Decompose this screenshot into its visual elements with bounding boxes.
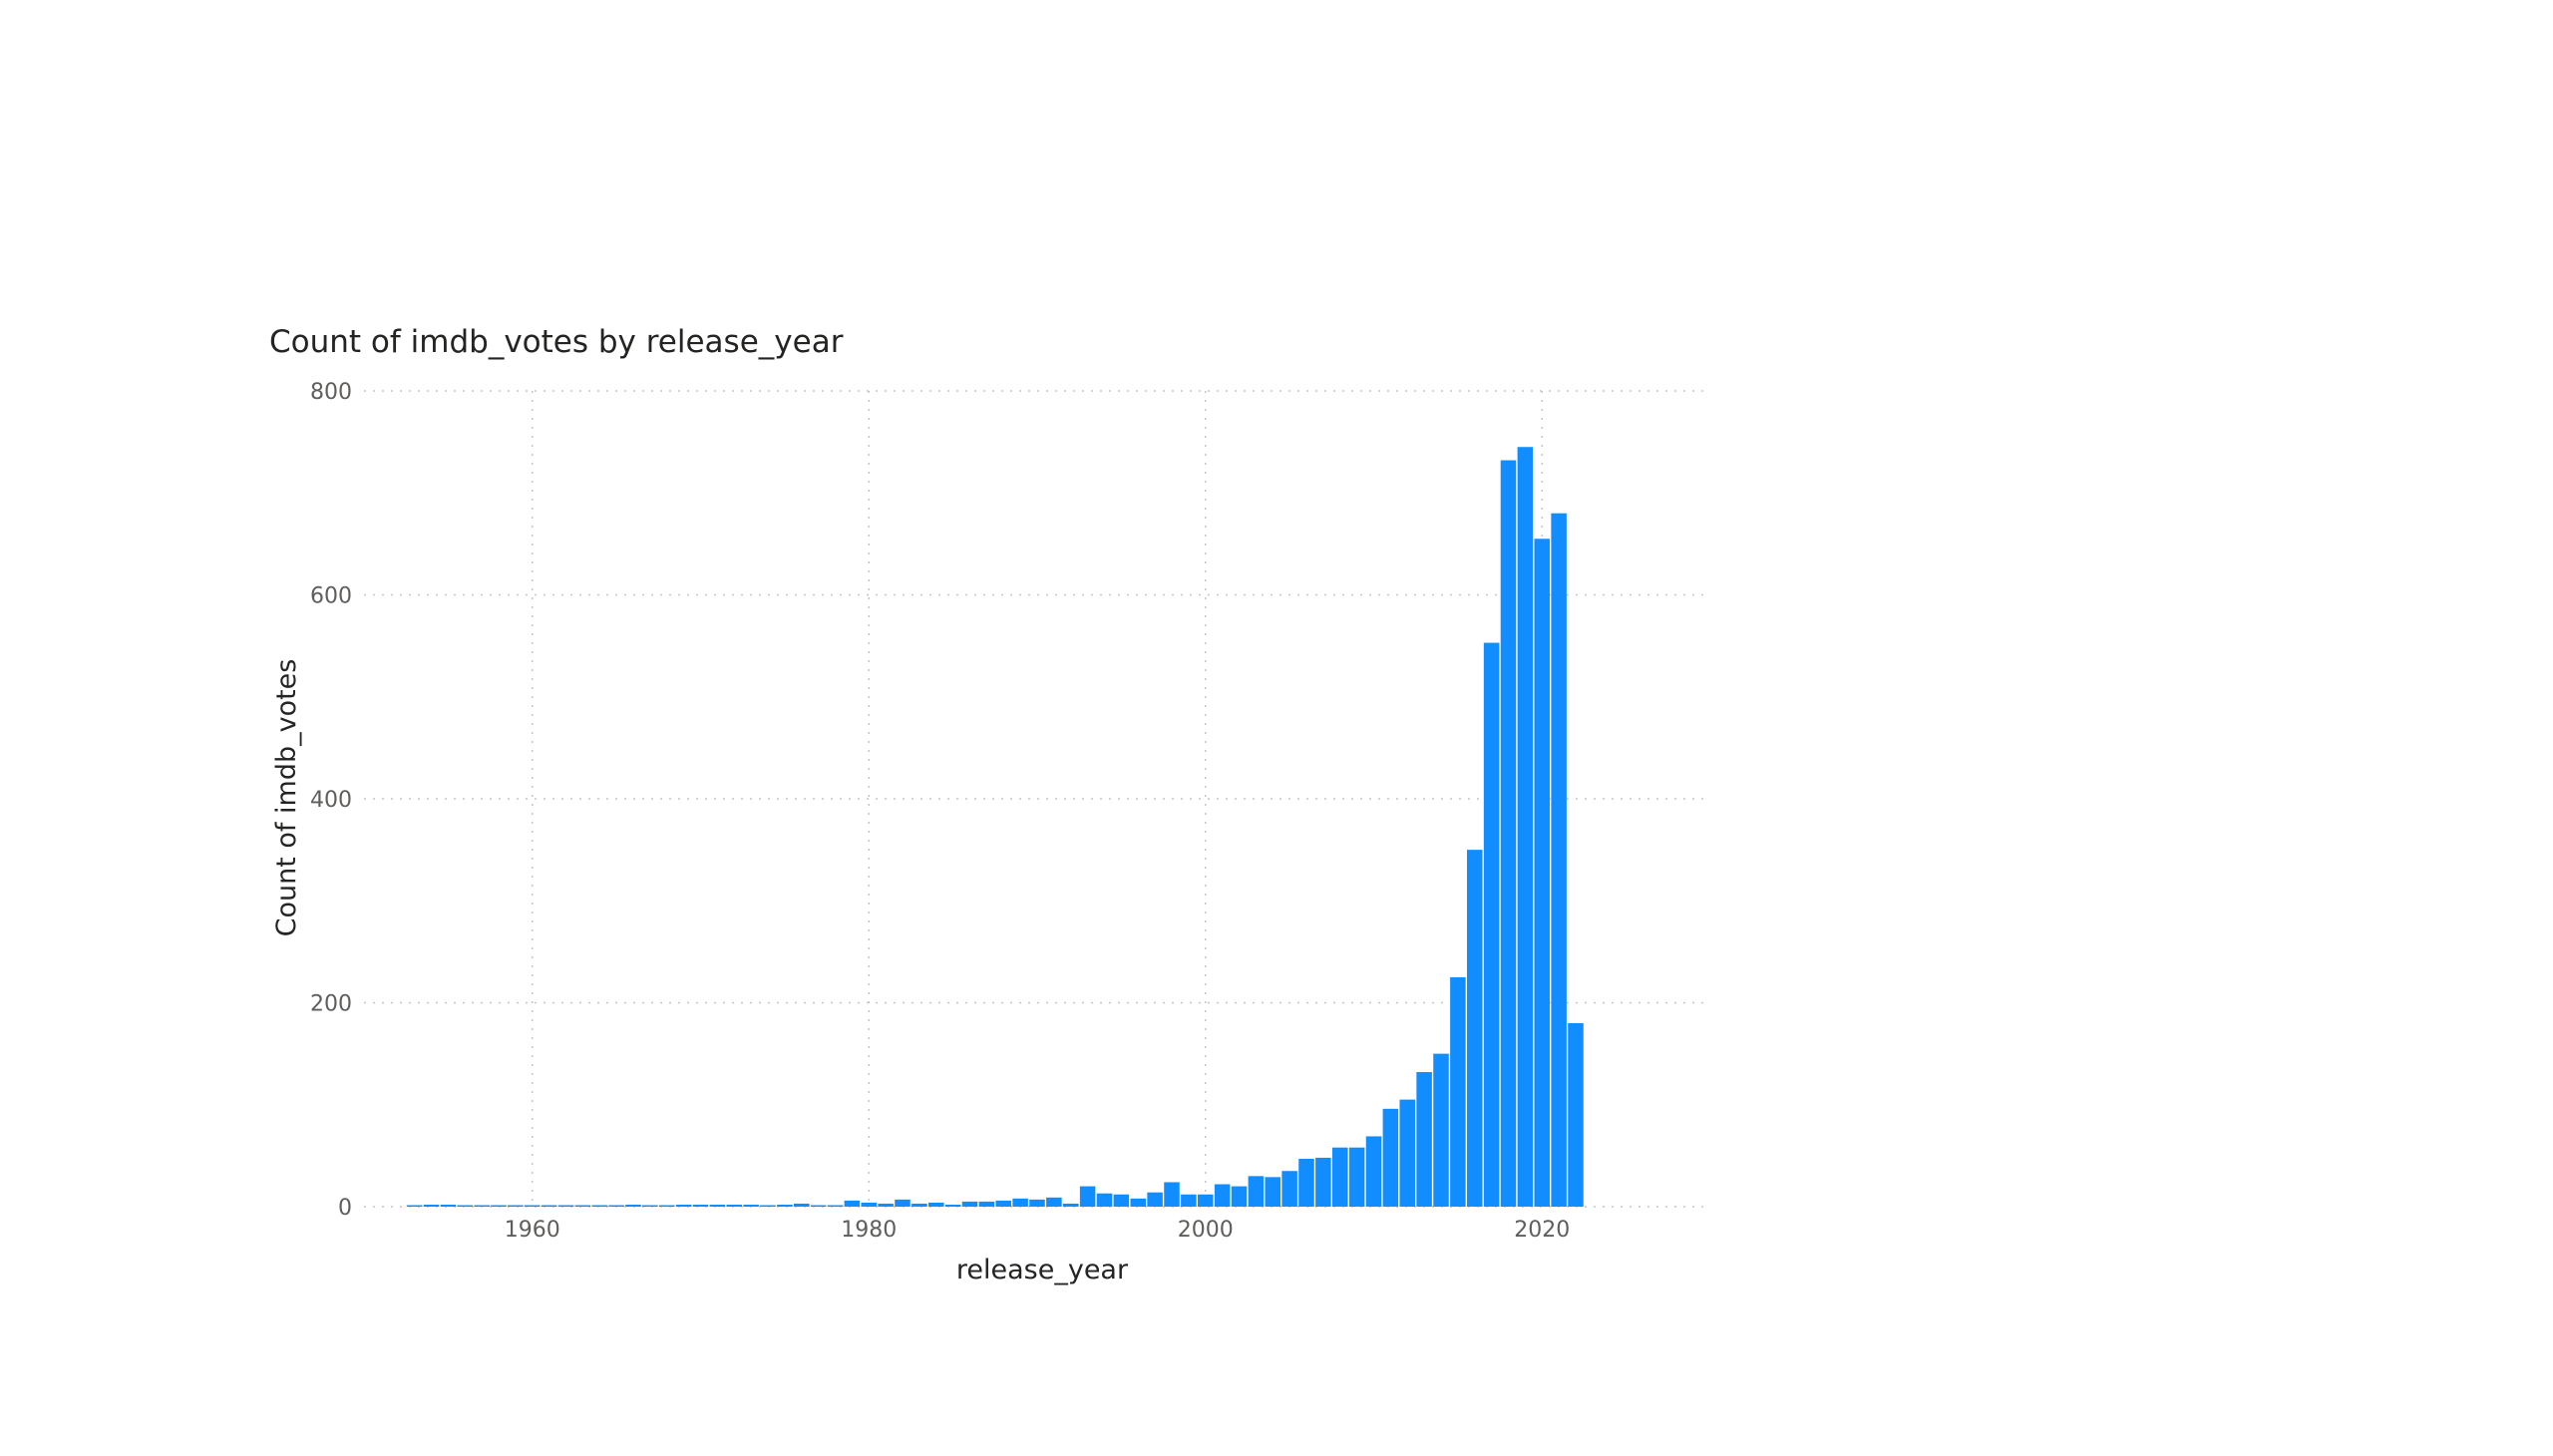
bar-1958 xyxy=(491,1205,507,1207)
bar-1960 xyxy=(524,1205,541,1207)
bar-1999 xyxy=(1181,1194,1197,1207)
bar-2015 xyxy=(1450,976,1466,1207)
bar-1957 xyxy=(474,1205,490,1207)
bar-1985 xyxy=(944,1204,961,1207)
bar-1993 xyxy=(1079,1186,1096,1207)
bar-1974 xyxy=(760,1205,776,1207)
bar-1973 xyxy=(743,1204,759,1207)
bar-1982 xyxy=(895,1199,911,1207)
y-axis-title: Count of imdb_votes xyxy=(271,659,302,937)
y-tick-label: 400 xyxy=(310,788,352,813)
x-tick-label: 1960 xyxy=(505,1218,560,1243)
bar-2019 xyxy=(1517,447,1534,1207)
bar-2009 xyxy=(1348,1147,1365,1207)
bar-1956 xyxy=(457,1205,474,1207)
bar-1975 xyxy=(777,1204,793,1207)
x-tick-label: 1980 xyxy=(841,1218,897,1243)
y-tick-label: 600 xyxy=(310,584,352,609)
bar-1953 xyxy=(406,1205,423,1207)
bar-1976 xyxy=(793,1203,810,1207)
x-tick-label: 2000 xyxy=(1178,1218,1234,1243)
bar-1962 xyxy=(557,1205,574,1207)
bar-2013 xyxy=(1416,1072,1432,1207)
bar-2003 xyxy=(1248,1176,1265,1207)
bar-1981 xyxy=(878,1203,894,1207)
bar-1969 xyxy=(675,1204,692,1207)
bar-2017 xyxy=(1483,642,1500,1207)
bar-2010 xyxy=(1365,1136,1382,1207)
bar-1991 xyxy=(1046,1197,1062,1207)
bar-1966 xyxy=(625,1204,641,1207)
bar-2005 xyxy=(1281,1171,1297,1207)
x-tick-label: 2020 xyxy=(1514,1218,1570,1243)
bar-1961 xyxy=(541,1205,557,1207)
bar-1989 xyxy=(1012,1198,1028,1207)
bar-1977 xyxy=(810,1205,827,1207)
x-axis-title: release_year xyxy=(956,1255,1129,1285)
bar-1992 xyxy=(1062,1203,1079,1207)
bar-2022 xyxy=(1568,1022,1584,1207)
bar-1963 xyxy=(574,1205,591,1207)
bar-2021 xyxy=(1551,513,1567,1207)
bar-2016 xyxy=(1466,850,1483,1207)
bar-2018 xyxy=(1500,460,1517,1207)
bar-1996 xyxy=(1130,1198,1147,1207)
bar-1986 xyxy=(961,1201,978,1207)
ticks-layer: 0 200 400 600 800 1960 1980 2000 2020 xyxy=(310,380,1570,1243)
bar-1995 xyxy=(1113,1194,1130,1207)
bar-1972 xyxy=(726,1204,743,1207)
bar-1987 xyxy=(978,1201,995,1207)
bar-1965 xyxy=(608,1205,624,1207)
bar-2001 xyxy=(1214,1184,1231,1207)
bar-1997 xyxy=(1147,1192,1163,1207)
bar-1959 xyxy=(508,1205,524,1207)
bar-1978 xyxy=(827,1205,844,1207)
bar-2012 xyxy=(1399,1099,1416,1207)
bar-2007 xyxy=(1315,1157,1331,1207)
bar-1980 xyxy=(861,1202,878,1207)
chart-title: Count of imdb_votes by release_year xyxy=(269,324,844,360)
bar-1955 xyxy=(440,1204,457,1207)
bar-2020 xyxy=(1534,539,1551,1207)
bar-1954 xyxy=(423,1204,440,1207)
bar-2011 xyxy=(1382,1108,1399,1207)
bar-1998 xyxy=(1164,1182,1180,1207)
y-tick-label: 800 xyxy=(310,380,352,405)
bar-2014 xyxy=(1433,1053,1449,1207)
bar-2000 xyxy=(1197,1194,1214,1207)
y-tick-label: 0 xyxy=(338,1196,352,1221)
bar-1983 xyxy=(912,1203,927,1207)
bar-2004 xyxy=(1265,1177,1281,1207)
bar-1968 xyxy=(658,1205,675,1207)
bar-1967 xyxy=(642,1205,658,1207)
bar-1979 xyxy=(844,1200,861,1207)
bar-2008 xyxy=(1331,1147,1348,1207)
bar-1964 xyxy=(591,1205,608,1207)
bar-1971 xyxy=(709,1204,726,1207)
y-tick-label: 200 xyxy=(310,992,352,1017)
bar-1988 xyxy=(995,1200,1012,1207)
bar-2006 xyxy=(1298,1158,1314,1207)
bar-1984 xyxy=(927,1202,944,1207)
bar-2002 xyxy=(1231,1186,1248,1207)
bar-1970 xyxy=(692,1204,709,1207)
bar-1990 xyxy=(1029,1199,1045,1207)
bar-1994 xyxy=(1096,1193,1113,1207)
bars-layer xyxy=(406,447,1584,1207)
